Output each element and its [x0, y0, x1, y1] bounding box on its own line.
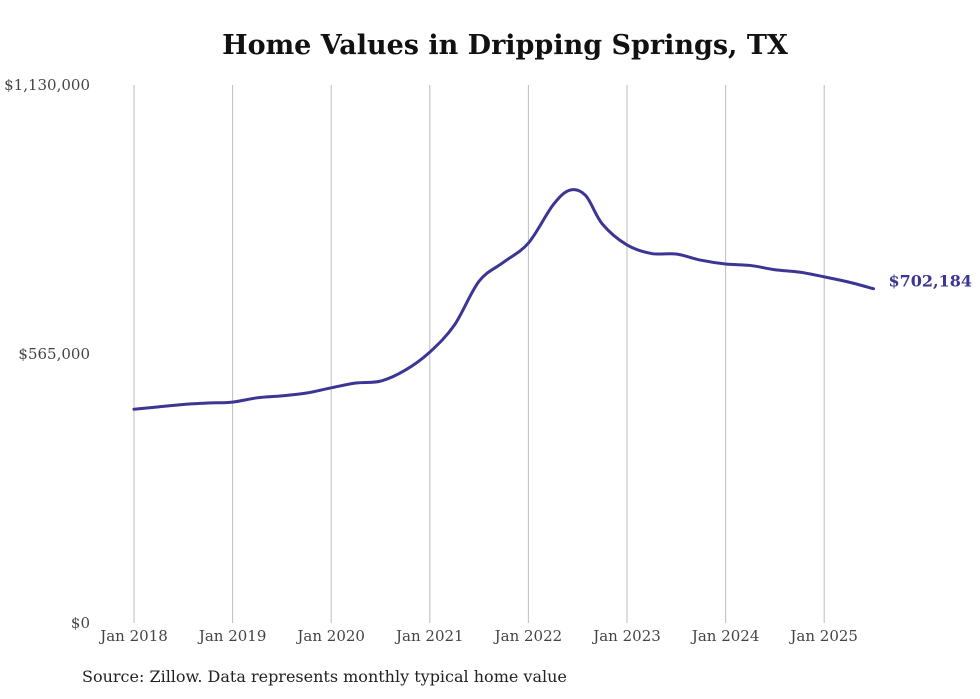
y-tick-label: $565,000: [18, 345, 90, 363]
x-tick-label: Jan 2024: [690, 627, 760, 645]
x-tick-label: Jan 2019: [197, 627, 267, 645]
end-value-label: $702,184: [889, 272, 973, 291]
x-tick-label: Jan 2022: [493, 627, 563, 645]
y-tick-label: $1,130,000: [4, 76, 90, 94]
y-tick-label: $0: [71, 614, 90, 632]
series-line-home-value: [132, 188, 875, 411]
x-tick-label: Jan 2023: [591, 627, 661, 645]
x-tick-label: Jan 2020: [295, 627, 365, 645]
x-tick-label: Jan 2025: [788, 627, 858, 645]
x-tick-label: Jan 2021: [394, 627, 464, 645]
chart-title: Home Values in Dripping Springs, TX: [222, 30, 788, 61]
x-tick-label: Jan 2018: [98, 627, 168, 645]
source-note: Source: Zillow. Data represents monthly …: [82, 667, 567, 686]
